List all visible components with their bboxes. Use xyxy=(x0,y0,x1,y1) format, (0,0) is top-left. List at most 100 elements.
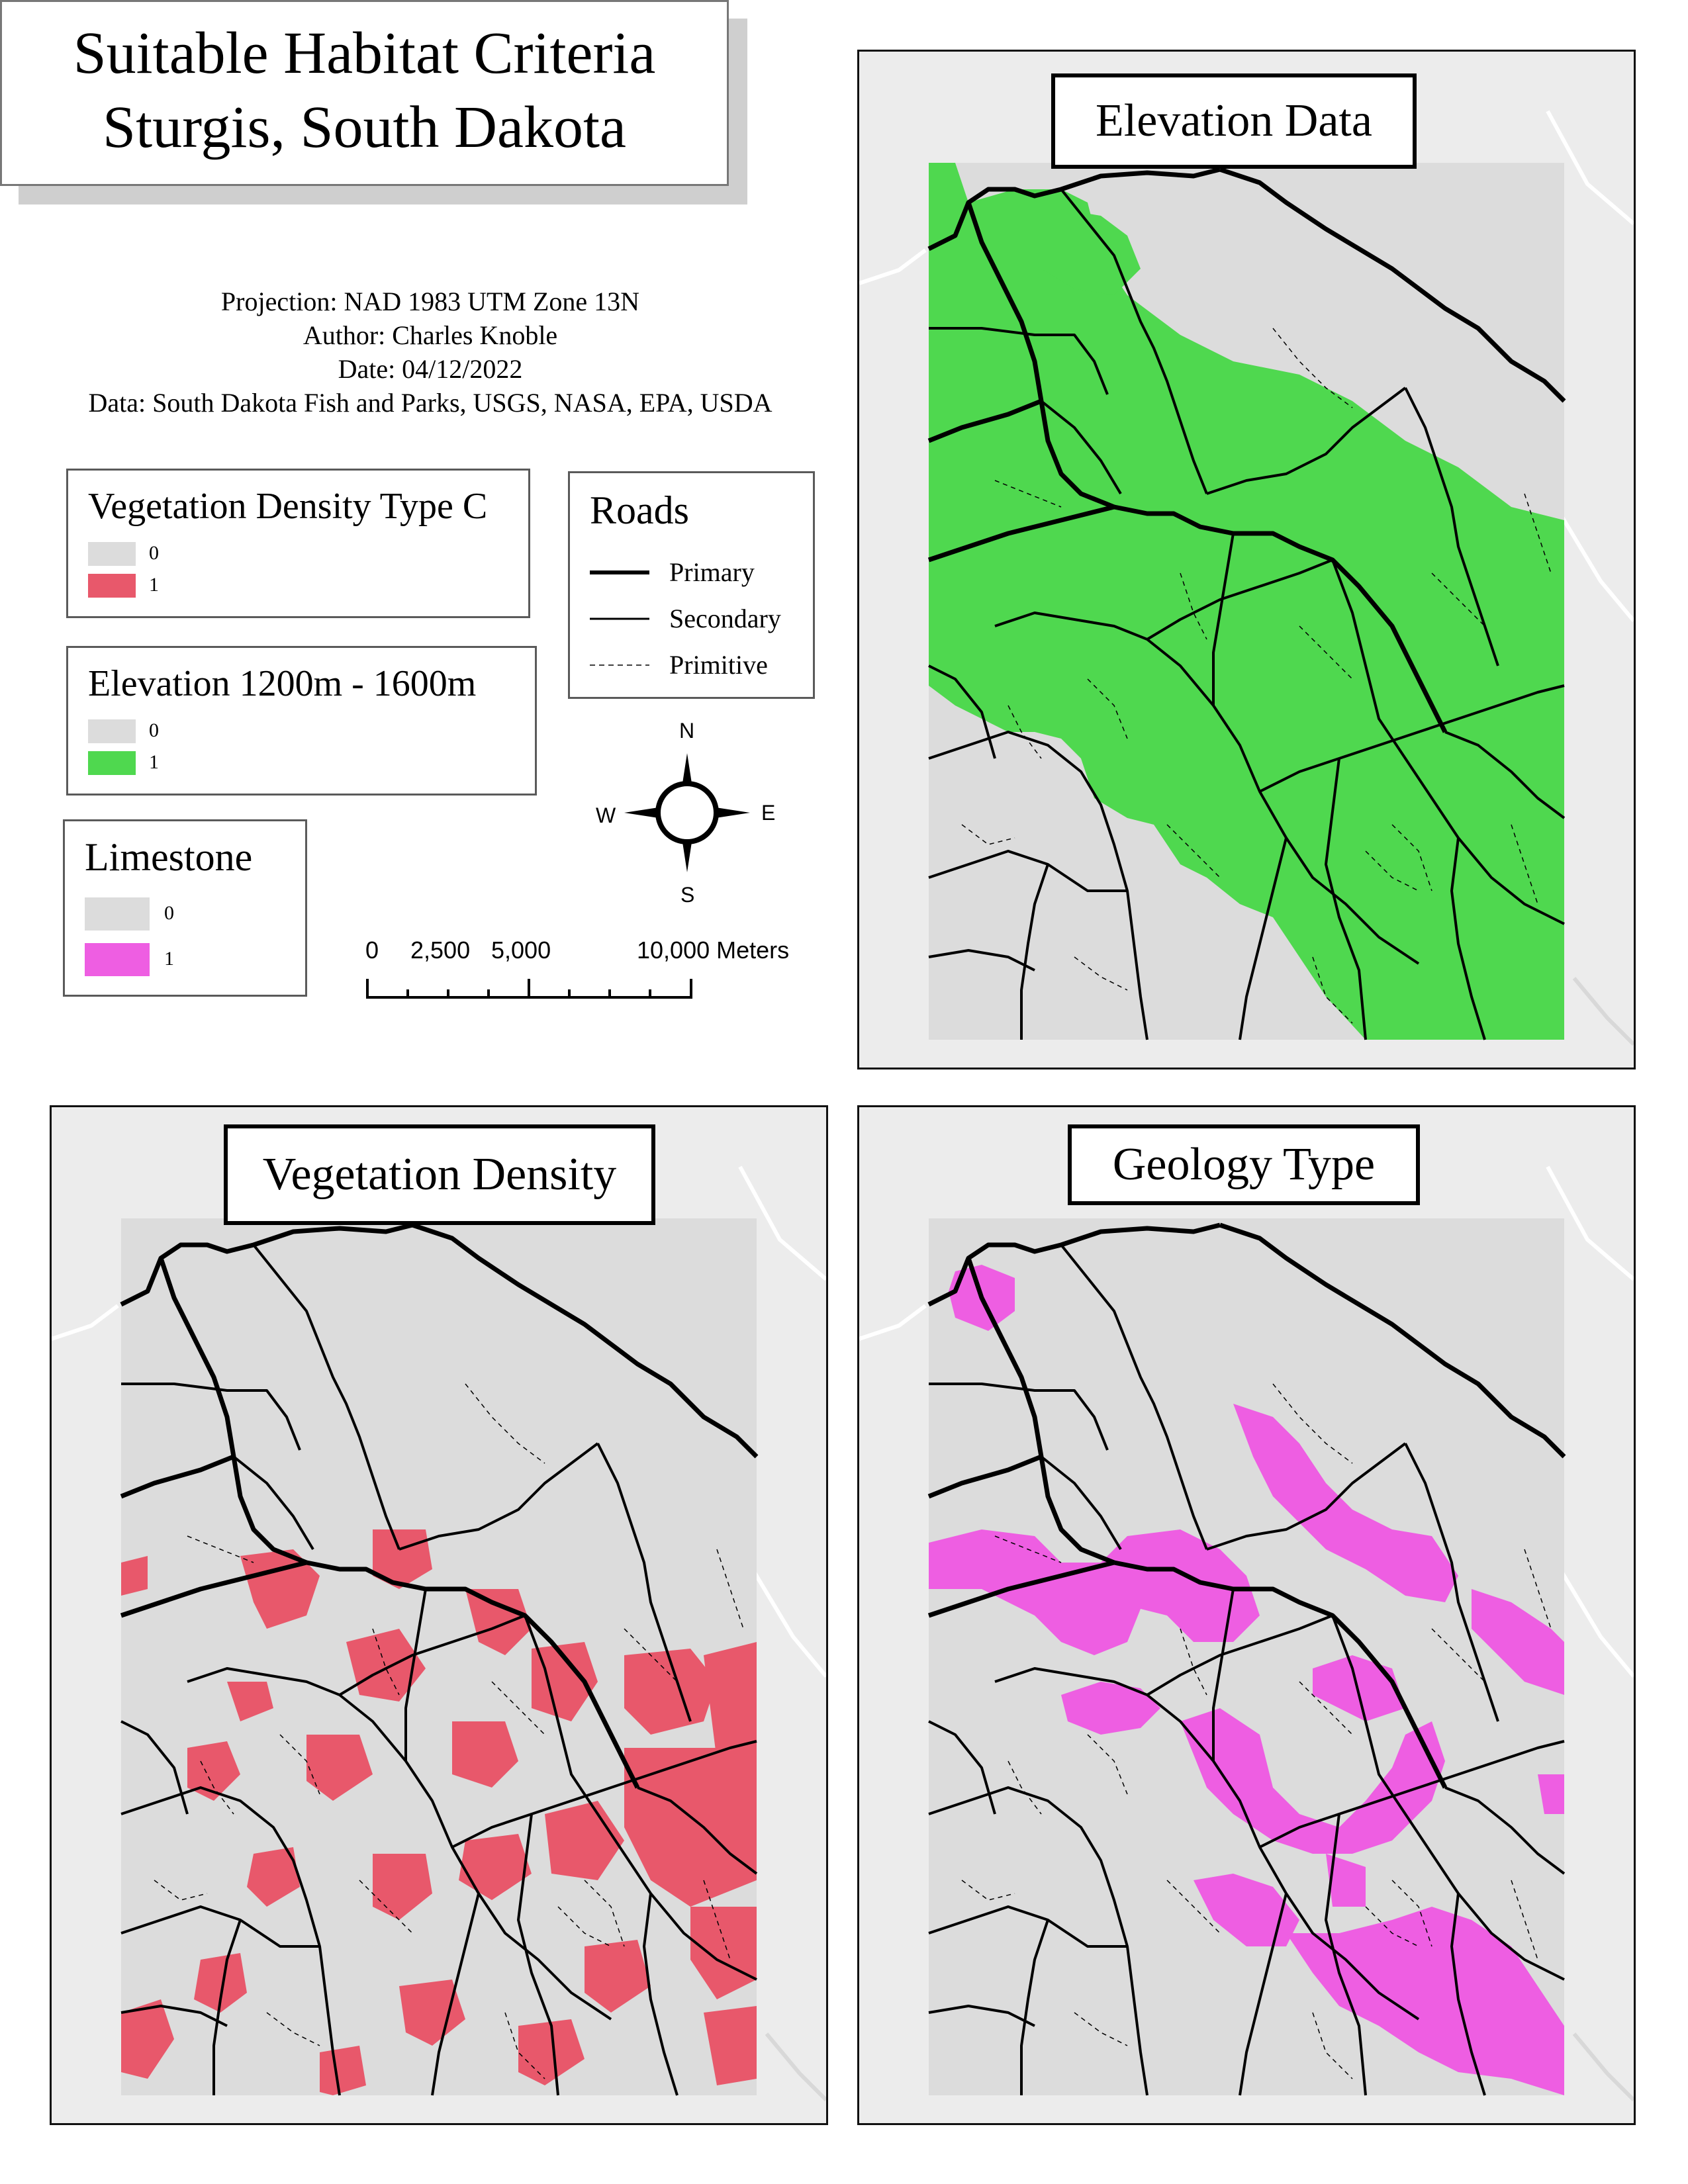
class-1-patch xyxy=(320,2046,366,2095)
secondary-road xyxy=(120,1786,341,2096)
primitive-road xyxy=(1391,1880,1432,1947)
secondary-road xyxy=(1450,1893,1486,2096)
secondary-road xyxy=(1206,387,1407,495)
secondary-road xyxy=(1146,1614,1333,1696)
primitive-road xyxy=(1511,1880,1538,1960)
legend-label-1: 1 xyxy=(149,574,159,596)
legend-vegetation: Vegetation Density Type C 0 1 xyxy=(66,469,530,618)
secondary-road xyxy=(1060,188,1208,494)
legend-swatch-0 xyxy=(88,719,136,743)
scale-bar-graphic xyxy=(366,979,692,999)
class-1-patch xyxy=(690,1907,757,1999)
legend-road-primitive: Primitive xyxy=(669,650,768,680)
legend-vegetation-title: Vegetation Density Type C xyxy=(88,486,488,527)
primitive-road xyxy=(1299,625,1353,680)
class-1-patch xyxy=(306,1735,373,1801)
secondary-road xyxy=(1259,1740,1565,1848)
geology-map[interactable] xyxy=(859,1107,1634,2123)
geology-panel-title: Geology Type xyxy=(1068,1124,1420,1205)
secondary-road xyxy=(121,1383,301,1451)
study-area xyxy=(927,1218,1566,2096)
secondary-road xyxy=(1212,704,1420,965)
author-text: Author: Charles Knoble xyxy=(303,320,558,350)
legend-label-0: 0 xyxy=(149,719,159,741)
primary-road xyxy=(1219,167,1566,403)
secondary-road xyxy=(120,1905,320,1948)
secondary-road xyxy=(1212,533,1235,705)
class-1-patch xyxy=(399,1979,465,2046)
primitive-road xyxy=(200,1760,234,1815)
primary-road xyxy=(1113,504,1448,733)
legend-limestone-title: Limestone xyxy=(85,835,253,879)
primitive-road xyxy=(1087,1734,1128,1795)
vegetation-panel-title: Vegetation Density xyxy=(224,1124,655,1225)
primitive-road xyxy=(557,1906,612,1947)
legend-swatch-0 xyxy=(85,897,150,931)
class-1-patch xyxy=(545,1801,624,1880)
secondary-road xyxy=(451,1740,757,1848)
legend-swatch-0 xyxy=(88,542,136,566)
roads-layer xyxy=(927,1222,1566,2096)
scale-bar: 0 2,500 5,000 10,000 Meters xyxy=(344,936,821,1009)
secondary-road xyxy=(1325,1813,1367,2096)
class-1-patch xyxy=(624,1649,717,1735)
scale-label-5000: 5,000 xyxy=(491,936,551,964)
class-1-patch xyxy=(247,1847,300,1907)
primitive-road xyxy=(1524,493,1552,574)
primitive-road xyxy=(1365,850,1419,891)
class-1-patch xyxy=(585,1940,651,2013)
legend-swatch-1 xyxy=(85,943,150,976)
secondary-road xyxy=(928,731,1149,1040)
primitive-road xyxy=(491,1681,545,1735)
north-arrow: N S E W xyxy=(588,713,786,912)
primitive-road xyxy=(1524,1549,1552,1629)
secondary-road xyxy=(1239,837,1288,1040)
projection-text: Projection: NAD 1983 UTM Zone 13N xyxy=(220,287,640,316)
secondary-road xyxy=(994,1667,1215,1762)
primitive-road xyxy=(1180,1628,1207,1696)
secondary-road xyxy=(1325,758,1367,1040)
primitive-road xyxy=(279,1734,320,1795)
secondary-road xyxy=(399,1442,599,1551)
class-1-patch xyxy=(1326,1854,1366,1907)
roads-layer xyxy=(120,1222,759,2096)
secondary-road xyxy=(1331,559,1565,925)
secondary-road xyxy=(1206,1442,1407,1551)
geology-map-panel[interactable]: Geology Type xyxy=(857,1105,1636,2125)
elevation-map[interactable] xyxy=(859,52,1634,1068)
primitive-road xyxy=(372,1628,400,1696)
secondary-road xyxy=(404,1760,612,2021)
primitive-road xyxy=(716,1549,744,1629)
primitive-road xyxy=(187,1535,254,1563)
date-text: Date: 04/12/2022 xyxy=(338,354,523,384)
secondary-road xyxy=(1259,684,1565,793)
legend-limestone: Limestone 0 1 xyxy=(63,819,307,997)
class-1-patch xyxy=(240,1549,320,1629)
class-1-patch xyxy=(1472,1589,1564,1695)
basemap-lines xyxy=(52,1165,826,2102)
elevation-map-panel[interactable]: Elevation Data xyxy=(857,50,1636,1069)
primitive-road xyxy=(1299,1681,1353,1735)
vegetation-map[interactable] xyxy=(52,1107,826,2123)
secondary-road xyxy=(1212,1588,1235,1761)
legend-roads: Roads Primary Secondary Primitive xyxy=(568,471,815,699)
legend-swatch-1 xyxy=(88,574,136,598)
secondary-road xyxy=(637,1786,758,1875)
primitive-road xyxy=(1180,572,1207,640)
scale-label-10000: 10,000 Meters xyxy=(637,936,790,964)
secondary-road xyxy=(252,1244,400,1550)
legend-label-1: 1 xyxy=(164,948,174,970)
vegetation-map-panel[interactable]: Vegetation Density xyxy=(50,1105,828,2125)
roads-layer xyxy=(927,167,1566,1040)
secondary-road xyxy=(404,1588,427,1761)
secondary-road xyxy=(120,2005,228,2027)
secondary-road xyxy=(928,1786,1149,2096)
study-area xyxy=(927,163,1566,1040)
class-1-patch xyxy=(1194,1874,1299,1946)
legend-road-secondary: Secondary xyxy=(669,604,781,633)
secondary-road xyxy=(338,1614,526,1696)
secondary-road xyxy=(1444,1786,1566,1875)
secondary-road xyxy=(1444,731,1566,819)
habitat-class-1 xyxy=(929,163,1564,1040)
secondary-road xyxy=(928,850,1127,892)
